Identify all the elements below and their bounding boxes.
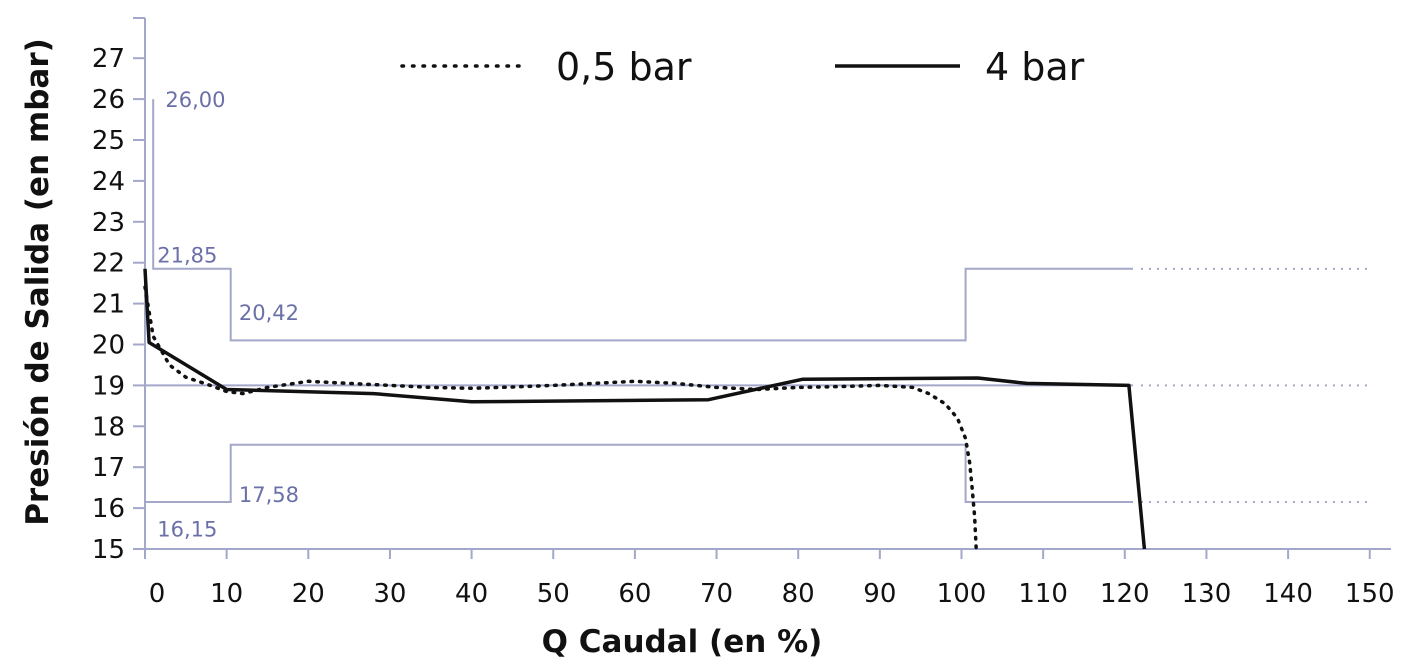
limit-value-label: 26,00 [165,88,225,112]
x-tick-label: 120 [1100,579,1150,609]
lower-limit-line [145,443,1133,503]
y-tick-label: 17 [92,453,125,483]
x-tick-label: 80 [782,579,815,609]
limit-value-label: 21,85 [157,244,217,268]
y-tick-label: 21 [92,290,125,320]
axes: 15 16 17 18 19 20 21 22 23 24 25 26 27 0 10 20 30 40 50 60 7… [92,17,1395,609]
limit-value-label: 16,15 [157,518,217,542]
y-tick-label: 16 [92,494,125,524]
y-tick-label: 25 [92,126,125,156]
limit-value-label: 20,42 [239,301,299,325]
x-tick-label: 60 [618,579,651,609]
x-tick-label: 30 [373,579,406,609]
x-tick-label: 70 [700,579,733,609]
y-tick-label: 22 [92,249,125,279]
y-tick-label: 20 [92,331,125,361]
x-tick-label: 0 [149,579,166,609]
limit-lines [145,99,1368,503]
y-tick-label: 24 [92,167,125,197]
y-tick-label: 18 [92,412,125,442]
series-line-solid [143,268,1147,550]
legend-label: 4 bar [985,45,1085,89]
x-tick-label: 140 [1263,579,1313,609]
y-tick-label: 23 [92,208,125,238]
y-tick-label: 15 [92,535,125,565]
x-tick-label: 110 [1018,579,1068,609]
y-tick-label: 26 [92,85,125,115]
y-tick-label: 27 [92,44,125,74]
y-tick-label: 19 [92,371,125,401]
series-line-dotted [143,285,978,551]
x-tick-label: 10 [210,579,243,609]
x-tick-label: 100 [937,579,987,609]
series-lines [143,268,1147,551]
y-axis-title: Presión de Salida (en mbar) [20,38,56,526]
limit-value-label: 17,58 [239,483,299,507]
x-tick-label: 90 [863,579,896,609]
x-tick-label: 150 [1345,579,1395,609]
x-tick-label: 50 [537,579,570,609]
x-tick-label: 130 [1182,579,1232,609]
legend-label: 0,5 bar [556,45,692,89]
x-tick-label: 40 [455,579,488,609]
upper-limit-line [152,99,1133,342]
legend: 0,5 bar 4 bar [400,45,1085,89]
annotations: 26,00 21,85 20,42 17,58 16,15 [157,88,299,541]
x-tick-label: 20 [292,579,325,609]
x-axis-title: Q Caudal (en %) [542,624,823,659]
